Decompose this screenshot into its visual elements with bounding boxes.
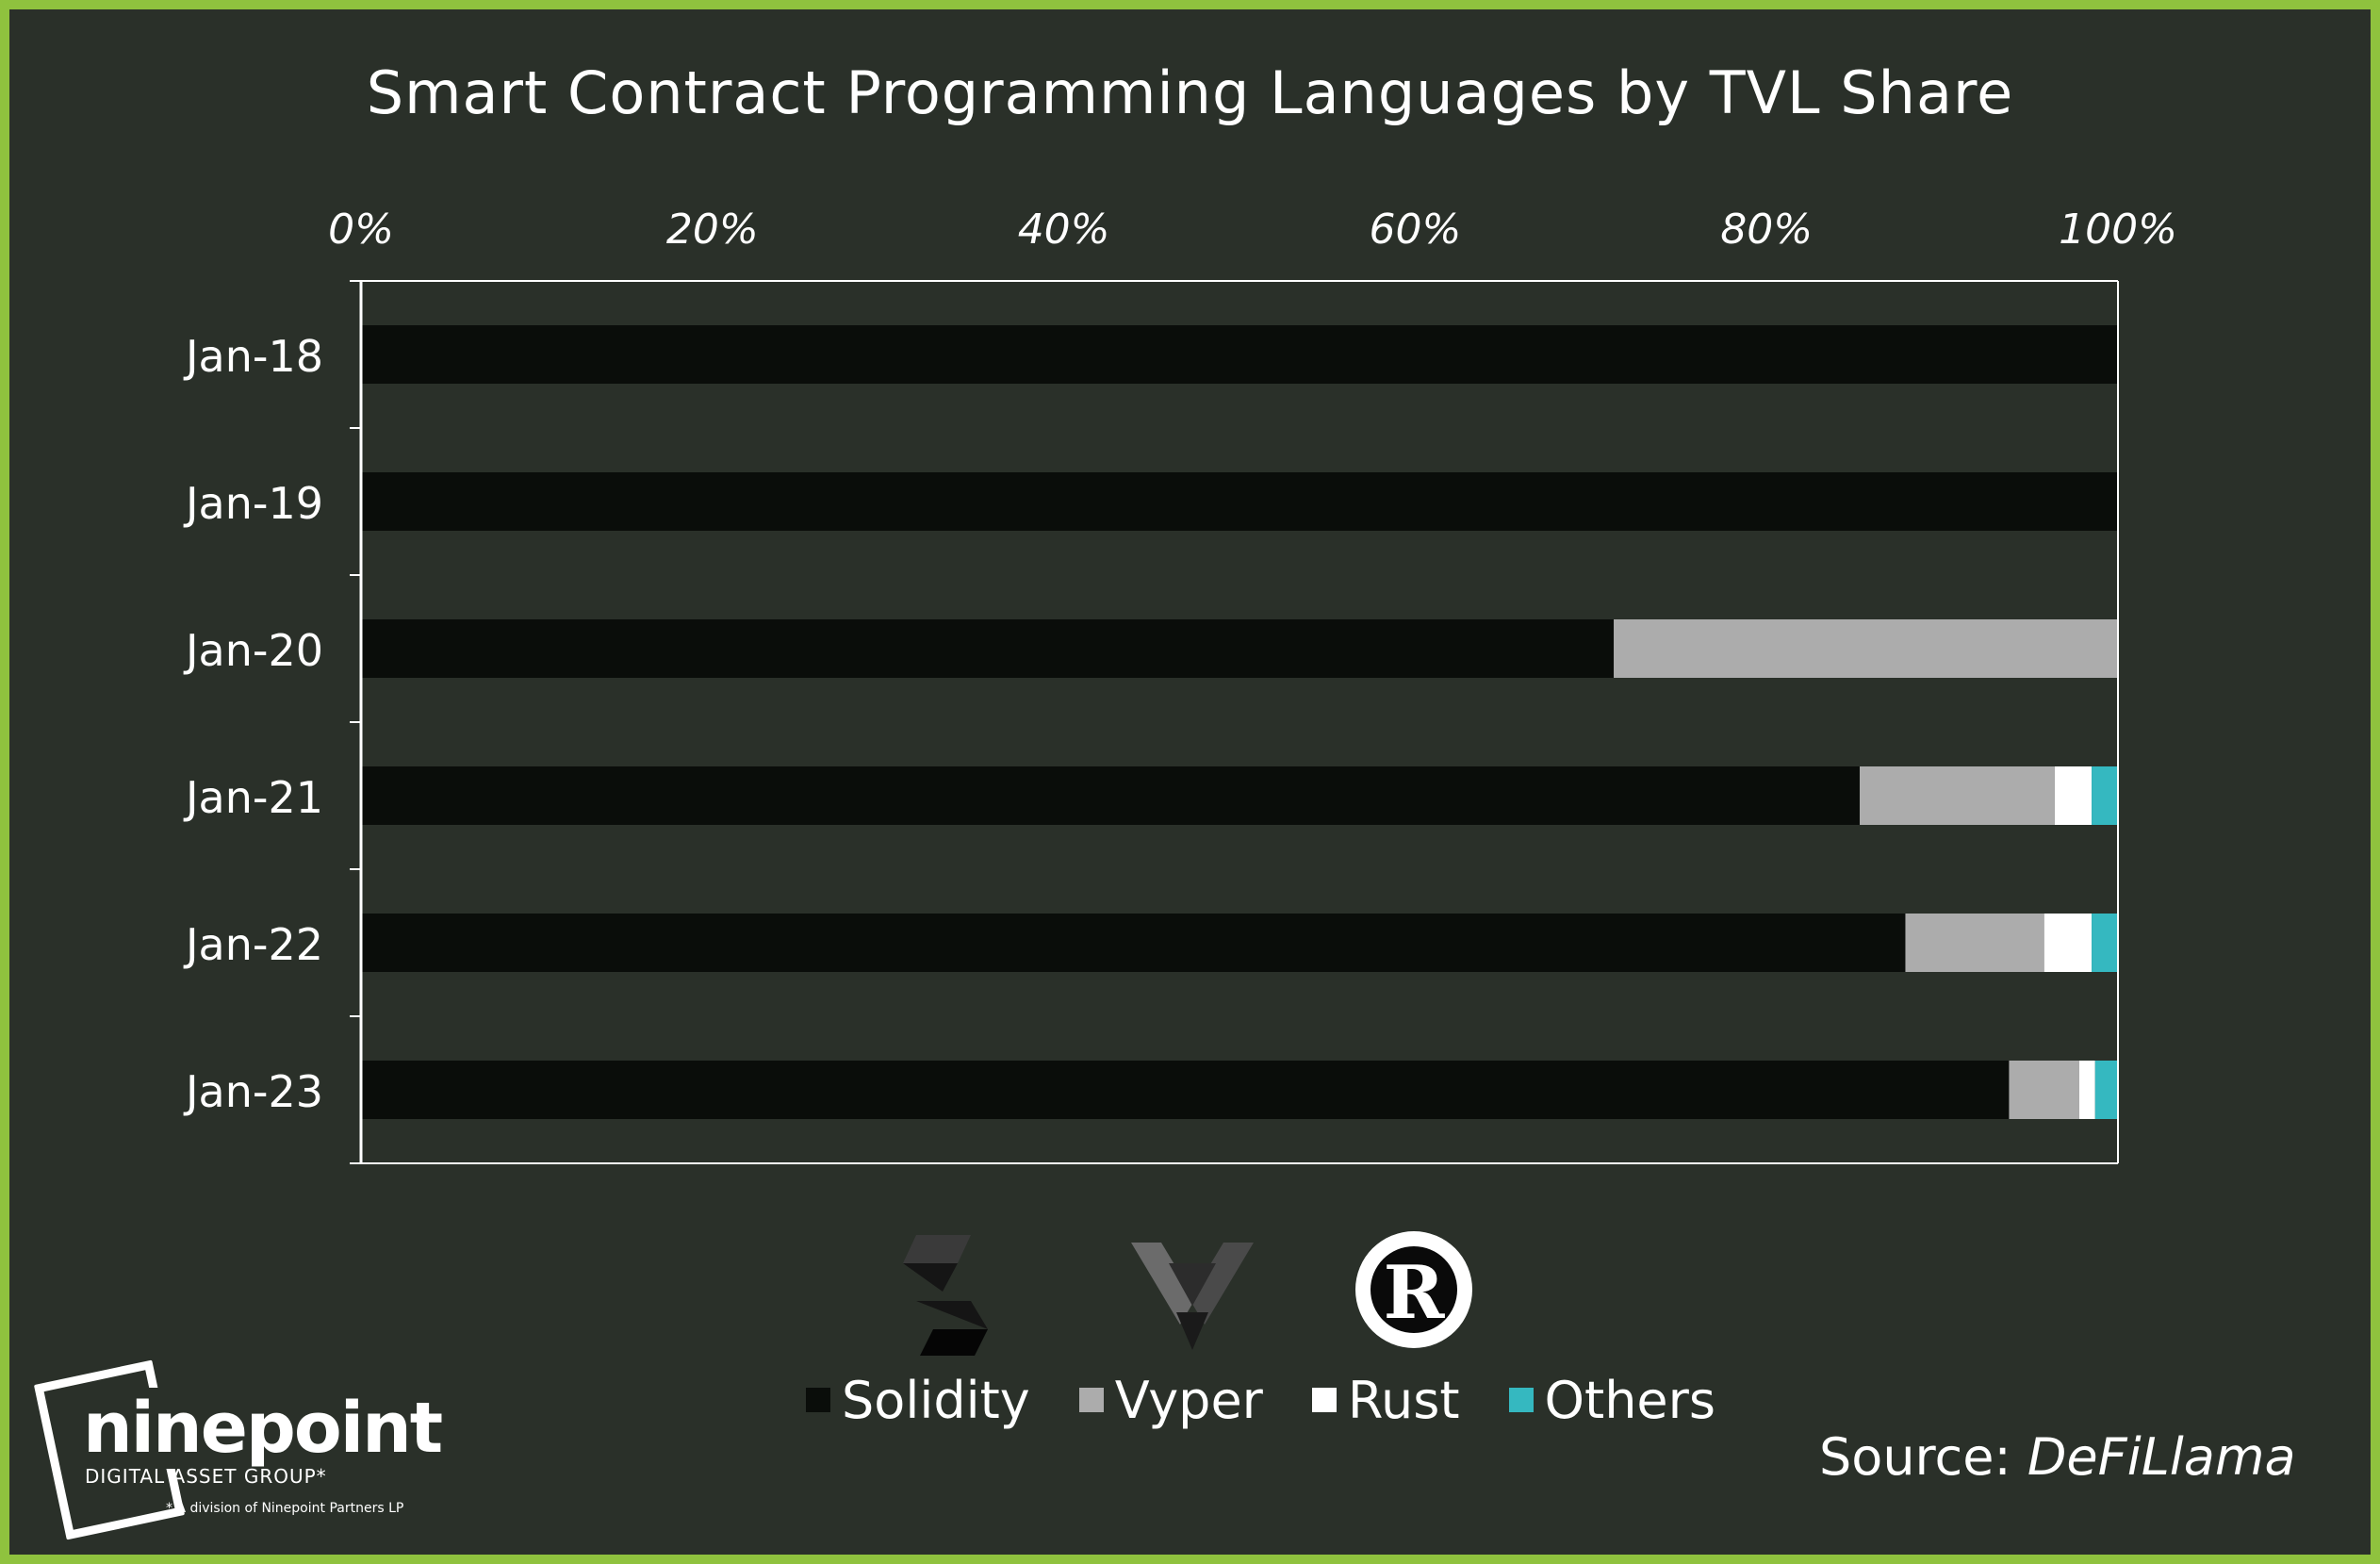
brand-name: ninepoint <box>79 1388 446 1469</box>
y-tick-label: Jan-18 <box>183 331 323 382</box>
legend-label: Vyper <box>1114 1370 1263 1430</box>
bar-solidity-jan-18 <box>361 325 2118 384</box>
bar-others-jan-21 <box>2092 766 2118 825</box>
legend-swatch <box>1078 1388 1104 1412</box>
x-tick-label: 40% <box>1018 206 1110 254</box>
bar-vyper-jan-22 <box>1905 914 2044 972</box>
y-tick-label: Jan-20 <box>183 625 323 676</box>
y-tick-label: Jan-19 <box>183 478 323 529</box>
x-tick-label: 0% <box>328 206 394 254</box>
legend-item-solidity: Solidity <box>806 1371 1030 1430</box>
legend-label: Solidity <box>842 1370 1030 1430</box>
legend-item-others: Others <box>1508 1370 1715 1430</box>
bar-solidity-jan-21 <box>361 766 1860 825</box>
legend-item-vyper: Vyper <box>1078 1370 1263 1430</box>
vyper-logo <box>1131 1243 1254 1350</box>
legend-swatch <box>1311 1388 1337 1412</box>
bar-vyper-jan-21 <box>1859 766 2055 825</box>
rust-logo: R <box>1355 1231 1472 1348</box>
bar-solidity-jan-20 <box>361 619 1615 678</box>
solidity-logo <box>903 1235 988 1356</box>
y-tick-label: Jan-21 <box>183 772 323 823</box>
bar-rust-jan-21 <box>2054 766 2093 825</box>
x-tick-label: 100% <box>2059 206 2177 254</box>
bar-vyper-jan-20 <box>1614 619 2118 678</box>
bar-rust-jan-22 <box>2044 914 2093 972</box>
legend-label: Others <box>1544 1370 1715 1430</box>
chart-legend: Solidity Vyper Rust Others <box>806 1367 1764 1433</box>
legend-item-rust: Rust <box>1311 1370 1460 1430</box>
source-name: DeFiLlama <box>2027 1427 2296 1487</box>
chart-title: Smart Contract Programming Languages by … <box>366 58 2014 127</box>
brand-subtitle: DIGITAL ASSET GROUP* <box>85 1465 327 1488</box>
bar-solidity-jan-22 <box>361 914 1906 972</box>
source-note: Source: DeFiLlama <box>1819 1427 2296 1487</box>
bar-vyper-jan-23 <box>2009 1061 2079 1119</box>
brand-note: * A division of Ninepoint Partners LP <box>166 1501 404 1516</box>
bar-rust-jan-23 <box>2078 1061 2095 1119</box>
svg-text:R: R <box>1384 1250 1446 1336</box>
x-tick-label: 80% <box>1720 206 1813 254</box>
x-tick-label: 60% <box>1370 206 1462 254</box>
bar-others-jan-23 <box>2094 1061 2118 1119</box>
bar-others-jan-22 <box>2092 914 2118 972</box>
legend-swatch <box>1508 1388 1534 1412</box>
source-label: Source: <box>1819 1427 2011 1487</box>
legend-swatch <box>806 1388 830 1412</box>
y-tick-label: Jan-23 <box>183 1066 323 1117</box>
ninepoint-logo: ninepoint DIGITAL ASSET GROUP* * A divis… <box>33 1350 446 1540</box>
x-tick-label: 20% <box>666 206 759 254</box>
bar-solidity-jan-23 <box>361 1061 2010 1119</box>
y-tick-label: Jan-22 <box>183 919 323 970</box>
bar-solidity-jan-19 <box>361 472 2118 531</box>
legend-label: Rust <box>1347 1370 1460 1430</box>
